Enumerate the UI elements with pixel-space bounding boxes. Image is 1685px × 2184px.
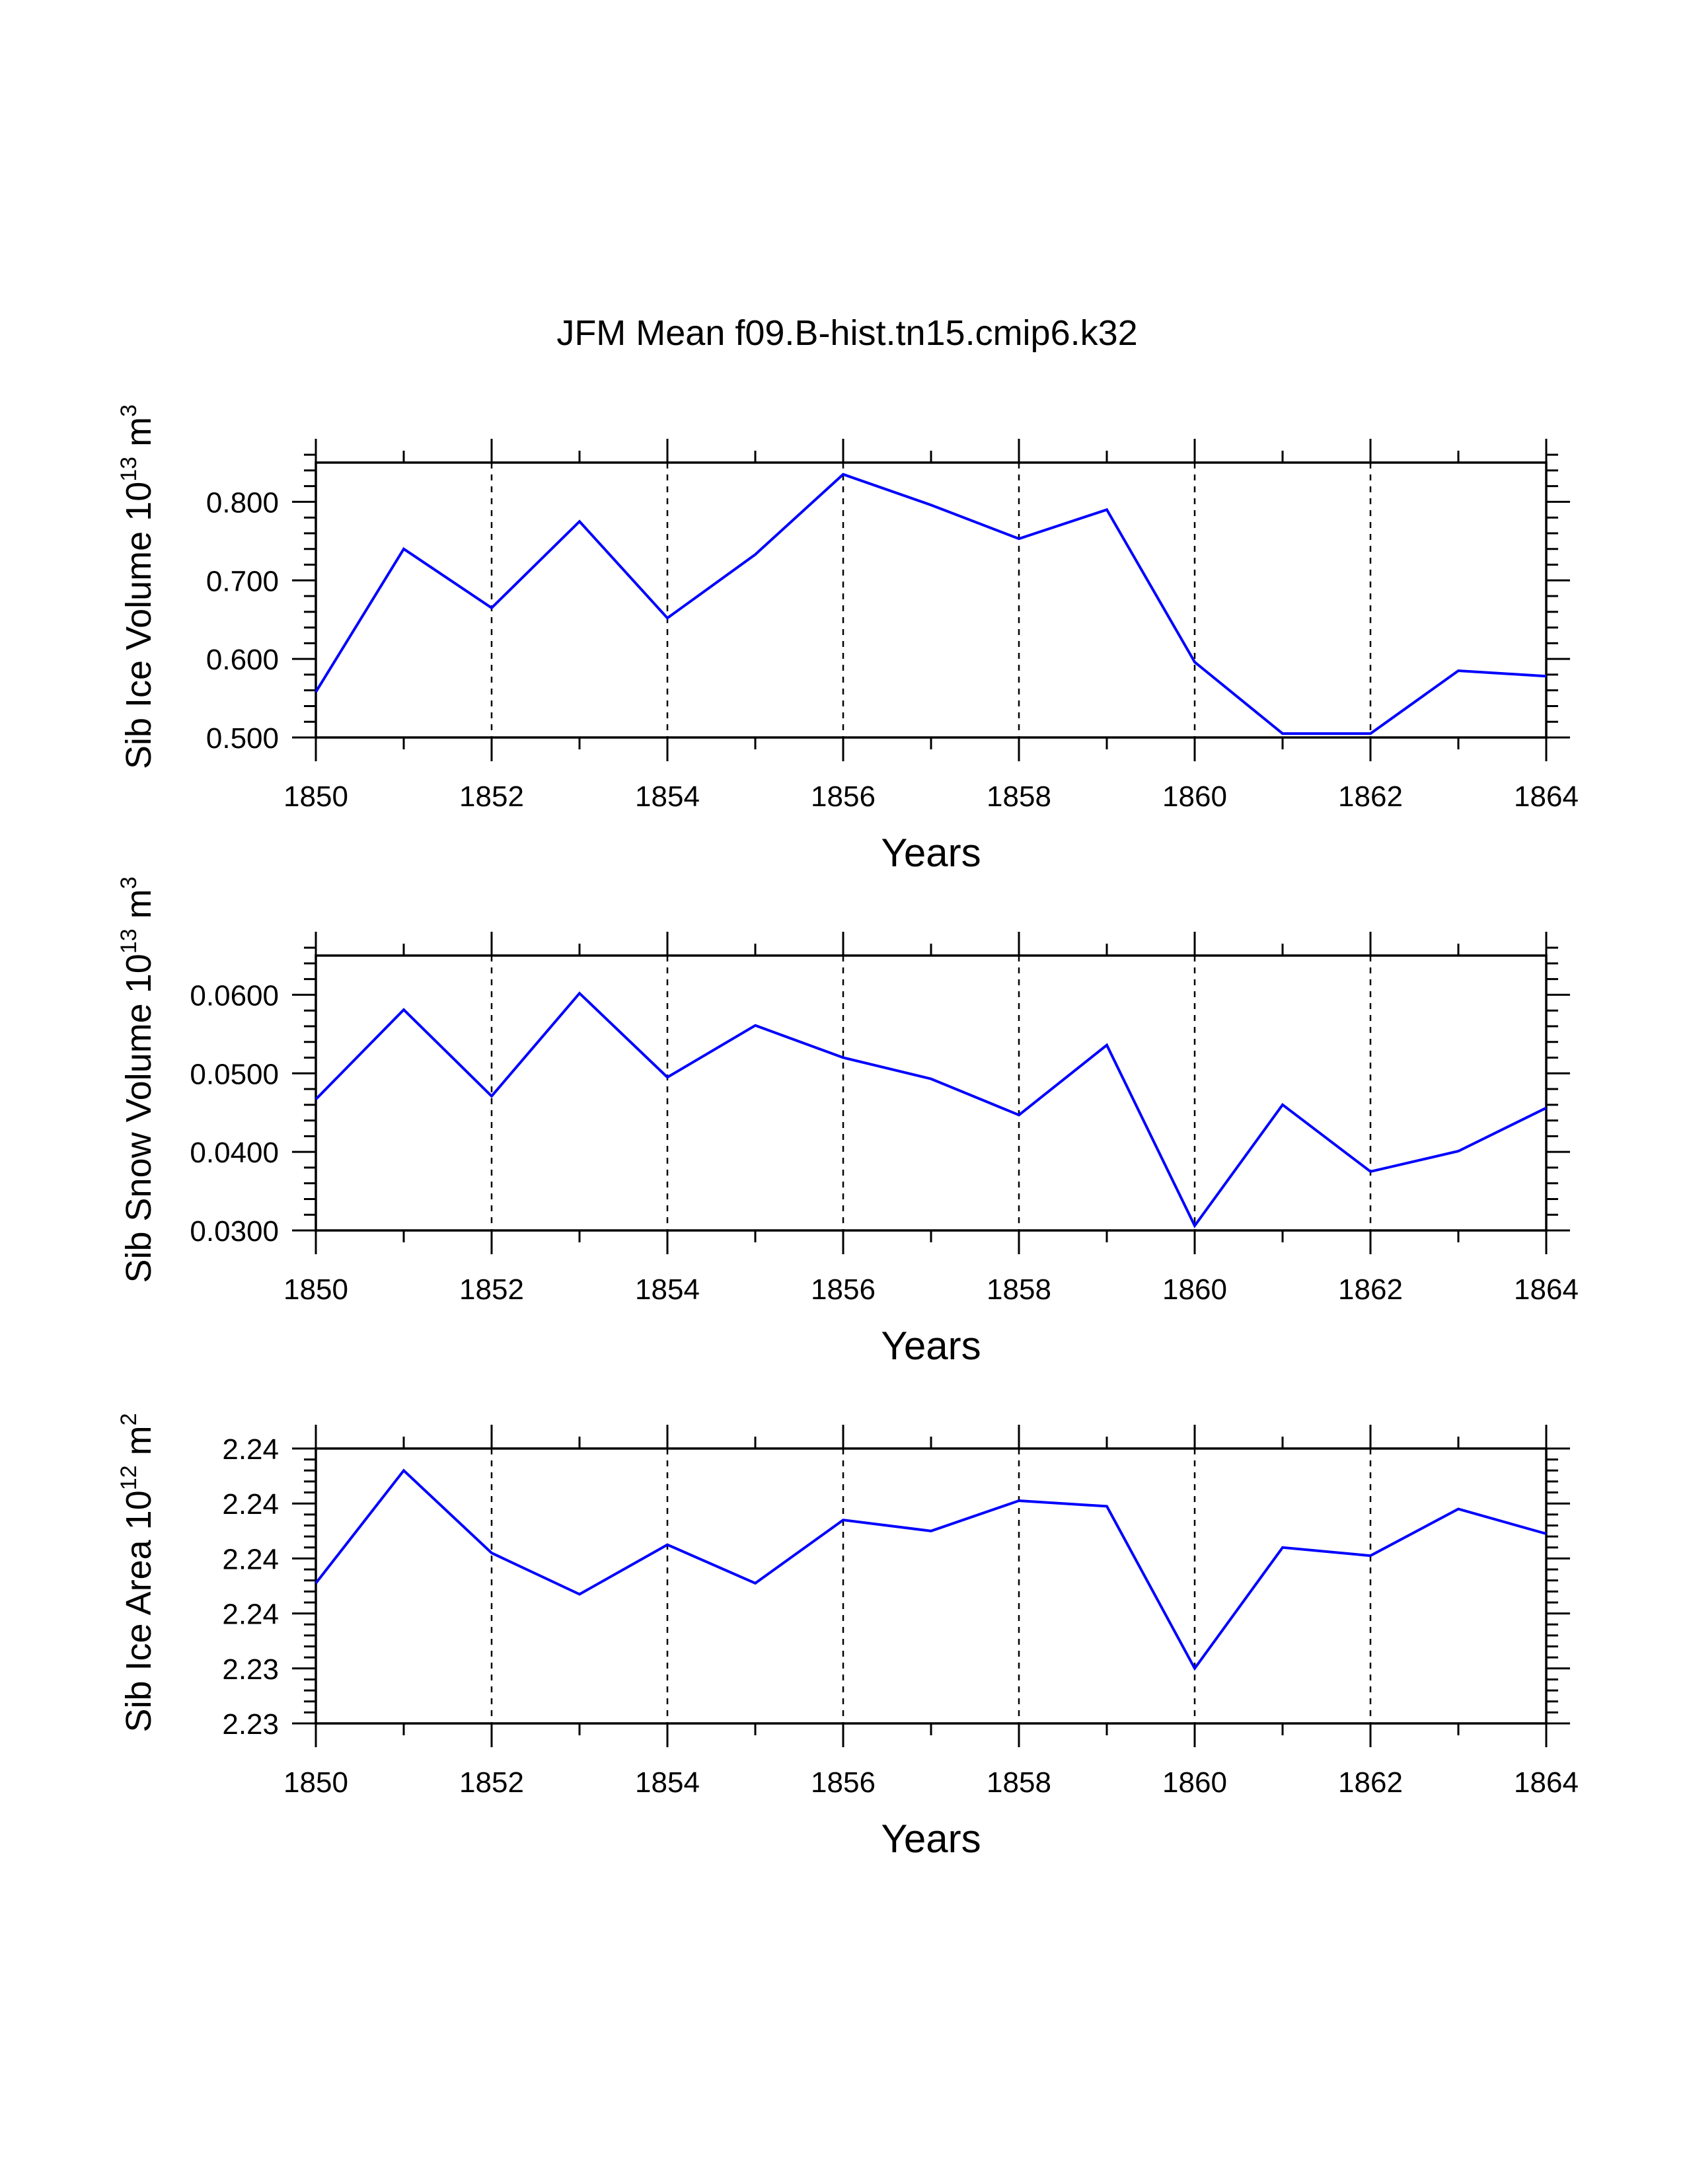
series-line bbox=[315, 1468, 1547, 1671]
x-tick-label: 1856 bbox=[811, 780, 876, 813]
y-axis-label-superscript: 13 bbox=[116, 928, 141, 954]
y-axis-label-text: m bbox=[119, 889, 159, 928]
x-tick-label: 1852 bbox=[459, 1273, 524, 1306]
x-axis-label: Years bbox=[881, 831, 981, 875]
y-axis-label-superscript: 3 bbox=[116, 876, 141, 889]
x-tick-label: 1860 bbox=[1162, 1766, 1227, 1799]
x-axis-label: Years bbox=[881, 1324, 981, 1368]
y-axis-label-text: Sib Snow Volume 10 bbox=[119, 954, 159, 1283]
panel-2: 1850 1852 1854 1856 1858 1860 1862 1864 0.0300 0.… bbox=[116, 876, 1579, 1368]
x-tick-label: 1858 bbox=[987, 1766, 1051, 1799]
x-tick-label: 1862 bbox=[1338, 1766, 1403, 1799]
x-tick-label: 1856 bbox=[811, 1766, 876, 1799]
y-axis-label-superscript: 12 bbox=[116, 1465, 141, 1490]
x-tick-label: 1860 bbox=[1162, 1273, 1227, 1306]
x-tick-label: 1864 bbox=[1514, 1766, 1579, 1799]
y-axis-label-text: m bbox=[119, 417, 159, 457]
x-tick-label: 1854 bbox=[635, 780, 700, 813]
y-tick-label: 0.700 bbox=[206, 565, 279, 597]
y-axis-label-superscript: 2 bbox=[116, 1413, 141, 1426]
x-tick-label: 1854 bbox=[635, 1766, 700, 1799]
x-tick-label: 1862 bbox=[1338, 780, 1403, 813]
y-tick-label: 0.600 bbox=[206, 644, 279, 676]
panels: 1850 1852 1854 1856 1858 1860 1862 1864 0.500 0.6… bbox=[116, 404, 1579, 1861]
y-axis-label-superscript: 3 bbox=[116, 404, 141, 417]
panel-1: 1850 1852 1854 1856 1858 1860 1862 1864 0.500 0.6… bbox=[116, 404, 1579, 875]
x-tick-label: 1850 bbox=[283, 1273, 348, 1306]
x-tick-label: 1864 bbox=[1514, 1273, 1579, 1306]
y-axis-label: Sib Ice Volume 1013 m3 bbox=[116, 404, 159, 769]
y-axis-label-text: Sib Ice Area 10 bbox=[119, 1490, 159, 1732]
series-line bbox=[315, 991, 1547, 1228]
x-tick-label: 1850 bbox=[283, 780, 348, 813]
x-tick-label: 1858 bbox=[987, 780, 1051, 813]
x-tick-label: 1858 bbox=[987, 1273, 1051, 1306]
x-tick-label: 1852 bbox=[459, 1766, 524, 1799]
y-tick-label: 2.24 bbox=[222, 1488, 279, 1521]
plot-frame bbox=[315, 461, 1548, 739]
y-axis-label-text: Sib Ice Volume 10 bbox=[119, 482, 159, 769]
x-tick-label: 1862 bbox=[1338, 1273, 1403, 1306]
figure-title: JFM Mean f09.B-hist.tn15.cmip6.k32 bbox=[556, 313, 1137, 353]
series-line bbox=[315, 472, 1547, 735]
y-tick-label: 0.0500 bbox=[190, 1058, 279, 1090]
y-tick-label: 0.800 bbox=[206, 486, 279, 519]
x-tick-label: 1864 bbox=[1514, 780, 1579, 813]
y-tick-label: 0.0300 bbox=[190, 1215, 279, 1248]
y-tick-label: 0.500 bbox=[206, 722, 279, 755]
y-tick-label: 2.24 bbox=[222, 1599, 279, 1631]
x-tick-label: 1860 bbox=[1162, 780, 1227, 813]
x-tick-label: 1856 bbox=[811, 1273, 876, 1306]
y-tick-label: 2.24 bbox=[222, 1433, 279, 1466]
y-tick-label: 0.0400 bbox=[190, 1137, 279, 1169]
x-tick-label: 1854 bbox=[635, 1273, 700, 1306]
x-tick-label: 1850 bbox=[283, 1766, 348, 1799]
y-tick-label: 2.23 bbox=[222, 1708, 279, 1741]
y-axis-label-superscript: 13 bbox=[116, 457, 141, 482]
x-axis-label: Years bbox=[881, 1817, 981, 1861]
y-tick-label: 2.23 bbox=[222, 1653, 279, 1686]
plot-frame bbox=[315, 1447, 1548, 1725]
x-tick-label: 1852 bbox=[459, 780, 524, 813]
panel-3: 1850 1852 1854 1856 1858 1860 1862 1864 2.23 2.23… bbox=[116, 1413, 1579, 1862]
y-axis-label-text: m bbox=[119, 1425, 159, 1465]
y-axis-label: Sib Ice Area 1012 m2 bbox=[116, 1413, 159, 1733]
y-axis-label: Sib Snow Volume 1013 m3 bbox=[116, 876, 159, 1283]
y-tick-label: 0.0600 bbox=[190, 979, 279, 1012]
y-tick-label: 2.24 bbox=[222, 1543, 279, 1575]
plot-frame bbox=[315, 954, 1548, 1232]
